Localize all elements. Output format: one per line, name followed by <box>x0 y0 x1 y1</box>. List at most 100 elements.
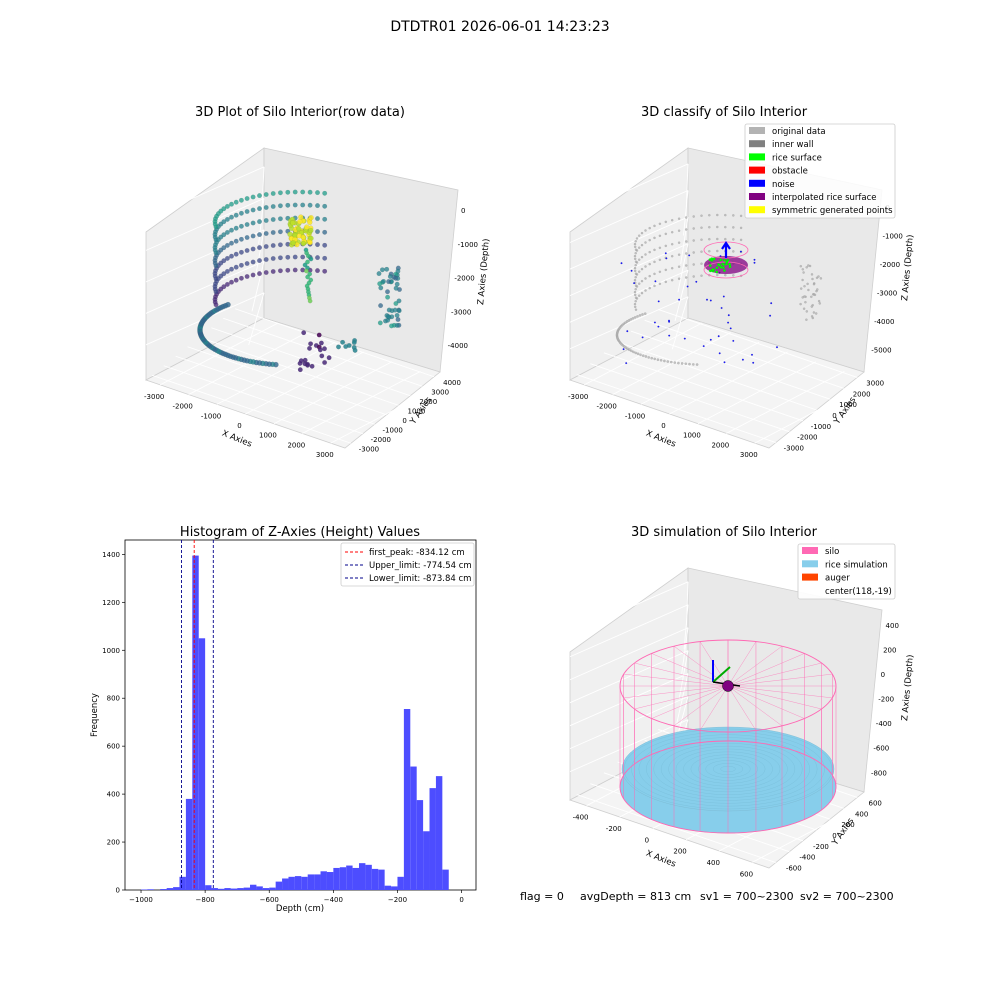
legend-label: interpolated rice surface <box>772 193 877 203</box>
raw-point <box>270 217 276 222</box>
classified-point-rice <box>715 266 719 270</box>
raw-point <box>229 227 234 233</box>
raw-point <box>257 206 262 212</box>
legend-label: noise <box>772 180 795 190</box>
z-tick-label: -4000 <box>874 318 894 326</box>
z-tick-label: -1000 <box>458 241 478 249</box>
classified-point-original <box>692 215 695 218</box>
raw-point <box>238 262 244 268</box>
classified-point-original <box>732 250 735 253</box>
raw-point <box>308 341 314 347</box>
raw-point <box>250 233 256 239</box>
raw-point <box>300 240 306 247</box>
classified-point-noise <box>695 280 698 283</box>
raw-point <box>351 340 357 345</box>
raw-point <box>263 270 269 275</box>
raw-point <box>290 240 297 246</box>
classified-point-rice <box>711 268 715 272</box>
histogram-bar <box>275 881 283 890</box>
classified-point-original <box>802 307 806 310</box>
histogram-bar <box>384 885 392 890</box>
raw-point <box>224 216 230 222</box>
classified-point-original <box>644 241 647 244</box>
legend-swatch <box>802 560 818 568</box>
x-tick-label: -2000 <box>172 403 192 411</box>
classified-point-original <box>633 269 637 273</box>
classified-point-noise <box>620 262 623 265</box>
raw-point <box>285 254 291 260</box>
raw-point <box>233 251 239 257</box>
legend-swatch <box>749 193 765 200</box>
classified-point-original <box>658 258 662 262</box>
classified-point-original <box>692 239 695 242</box>
classified-point-original <box>633 242 637 246</box>
auger-marker <box>722 680 734 692</box>
classified-point-original <box>684 216 688 219</box>
classified-point-rice <box>718 263 722 267</box>
raw-point <box>224 242 230 248</box>
classified-point-original <box>634 308 638 311</box>
classified-point-original <box>653 272 656 276</box>
raw-point <box>302 262 308 268</box>
y-tick-label: -200 <box>813 843 829 851</box>
histogram-bar <box>442 869 449 890</box>
raw-point <box>396 308 402 314</box>
legend-swatch <box>749 153 765 161</box>
classified-point-original <box>684 362 688 366</box>
silo-roof-wire <box>727 685 805 719</box>
histogram-bar <box>250 884 257 890</box>
classified-point-original <box>640 279 644 283</box>
z-tick-label: -600 <box>873 745 889 753</box>
classified-point-noise <box>769 314 772 317</box>
classified-point-noise <box>668 320 671 323</box>
panel2-zlabel: Z Axies (Depth) <box>900 234 916 301</box>
raw-point <box>229 253 234 259</box>
classified-point-original <box>653 284 656 288</box>
legend-label: obstacle <box>772 167 808 177</box>
raw-point <box>229 279 234 285</box>
classified-point-original <box>638 314 642 317</box>
classified-point-original <box>637 234 641 237</box>
legend-swatch <box>749 140 765 148</box>
classified-point-original <box>648 262 651 266</box>
classified-point-original <box>692 275 695 278</box>
classified-point-noise <box>722 295 725 298</box>
classified-point-original <box>633 254 637 258</box>
panel4-silo-simulation <box>619 639 837 834</box>
raw-point <box>277 255 283 261</box>
silo-roof-wire <box>727 685 833 699</box>
classified-point-original <box>644 253 647 256</box>
y-tick-label: 2000 <box>853 390 871 398</box>
classified-point-original <box>626 347 629 351</box>
classified-point-original <box>640 267 644 271</box>
classified-point-original <box>680 362 684 365</box>
panel1-xlabel: X Axies <box>220 429 253 450</box>
raw-point <box>315 203 320 209</box>
z-tick-label: -3000 <box>877 289 897 297</box>
raw-point <box>238 223 244 229</box>
y-tick-label: -3000 <box>784 445 804 453</box>
panel2-gridlines <box>569 163 873 444</box>
raw-point <box>318 340 324 346</box>
classified-point-original <box>634 260 638 263</box>
classified-point-original <box>637 270 641 273</box>
raw-point <box>263 257 269 262</box>
classified-point-original <box>817 299 821 303</box>
raw-point <box>309 363 315 369</box>
raw-point <box>238 236 244 242</box>
raw-point <box>393 301 399 306</box>
histogram-bar <box>198 638 206 890</box>
classified-point-original <box>658 234 662 238</box>
classified-point-original <box>716 273 719 277</box>
x-tick-label: 0 <box>459 896 463 904</box>
legend-swatch <box>802 573 818 581</box>
histogram-bar <box>416 800 424 890</box>
panel3-ylabel: Frequency <box>90 693 100 737</box>
histogram-bar <box>365 864 372 890</box>
raw-point <box>315 229 320 235</box>
raw-point <box>221 219 227 225</box>
classified-point-original <box>644 355 648 358</box>
classified-point-rice <box>728 265 732 269</box>
raw-point <box>257 232 262 238</box>
classified-point-original <box>663 359 666 363</box>
